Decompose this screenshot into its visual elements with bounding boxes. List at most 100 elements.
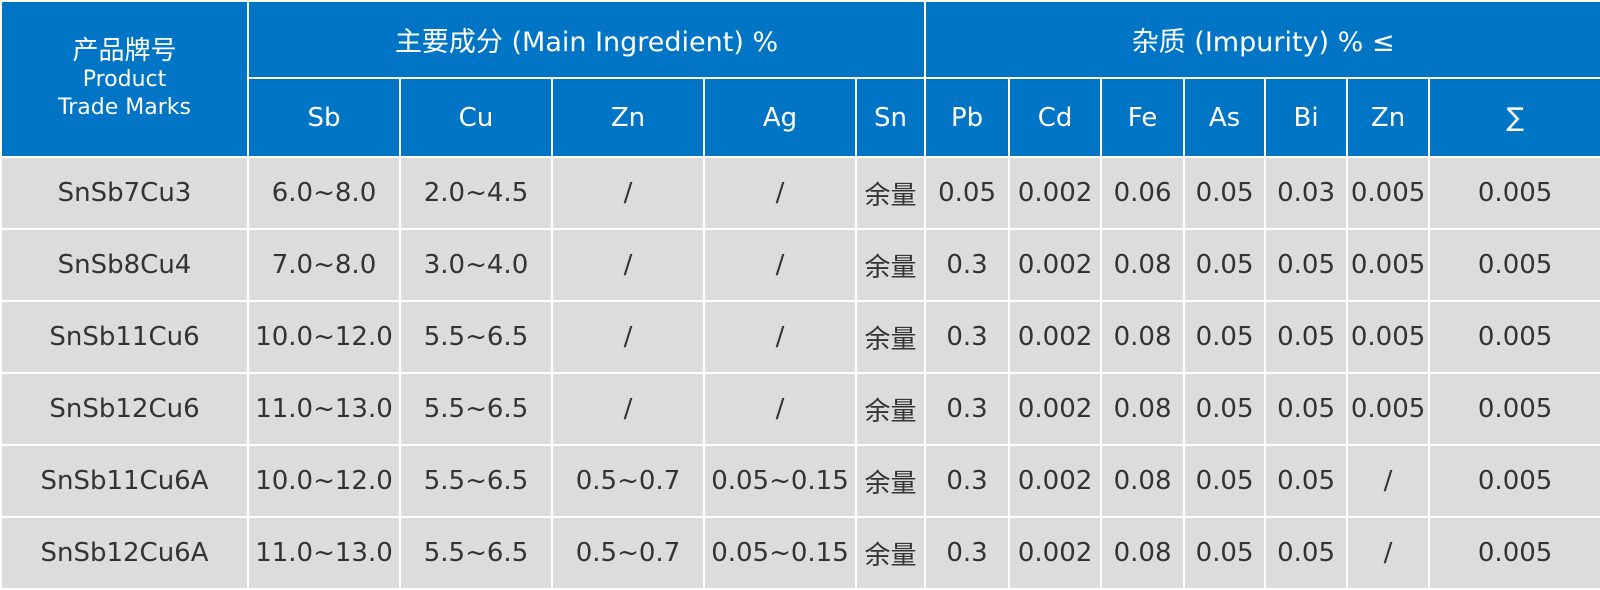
table-row: SnSb12Cu6 11.0~13.0 5.5~6.5// 余量 0.3 0.002 0.0… xyxy=(0,372,1600,446)
value-cell: 10.0~12.0 xyxy=(247,300,401,374)
impurity-header: 杂质 (Impurity) % ≤ xyxy=(924,0,1600,79)
value-cell: 0.005 xyxy=(1428,516,1600,590)
product-header-en2: Trade Marks xyxy=(58,94,191,120)
value-cell: 0.05 xyxy=(1264,444,1349,518)
value-cell: 0.05 xyxy=(1183,300,1267,374)
value-cell: 0.002 xyxy=(1008,300,1103,374)
value-cell: 0.002 xyxy=(1008,156,1103,230)
value-cell: 5.5~6.5 xyxy=(399,300,553,374)
product-cell: SnSb11Cu6A xyxy=(0,444,249,518)
value-cell: 5.5~6.5 xyxy=(399,516,553,590)
value-cell: / xyxy=(551,228,705,302)
value-cell: / xyxy=(551,372,705,446)
product-header: 产品牌号 Product Trade Marks xyxy=(0,0,249,158)
value-cell: 余量 xyxy=(854,444,927,518)
product-header-en1: Product xyxy=(82,66,167,92)
value-cell: / xyxy=(703,372,857,446)
value-cell: 余量 xyxy=(854,156,927,230)
value-cell: 0.005 xyxy=(1346,300,1431,374)
value-cell: 5.5~6.5 xyxy=(399,444,553,518)
value-cell: 10.0~12.0 xyxy=(247,444,401,518)
value-cell: 0.002 xyxy=(1008,372,1103,446)
value-cell: 0.3 xyxy=(924,444,1011,518)
value-cell: 0.05 xyxy=(1183,516,1267,590)
value-cell: 0.002 xyxy=(1008,444,1103,518)
table-row: SnSb12Cu6A 11.0~13.0 5.5~6.5 0.5~0.7 0.05~0.… xyxy=(0,516,1600,590)
value-cell: 0.002 xyxy=(1008,228,1103,302)
value-cell: 0.5~0.7 xyxy=(551,516,705,590)
value-cell: 0.06 xyxy=(1100,156,1186,230)
value-cell: 0.002 xyxy=(1008,516,1103,590)
value-cell: 0.3 xyxy=(924,228,1011,302)
value-cell: 余量 xyxy=(854,300,927,374)
value-cell: / xyxy=(703,156,857,230)
main-col-header: Zn xyxy=(551,77,705,158)
value-cell: 0.3 xyxy=(924,372,1011,446)
value-cell: 0.05 xyxy=(1183,372,1267,446)
value-cell: 0.05 xyxy=(1264,300,1349,374)
main-col-header: Sb xyxy=(247,77,401,158)
main-col-header: Ag xyxy=(703,77,857,158)
value-cell: 余量 xyxy=(854,516,927,590)
value-cell: 0.05~0.15 xyxy=(703,444,857,518)
value-cell: / xyxy=(703,300,857,374)
value-cell: / xyxy=(1346,516,1431,590)
value-cell: 0.05 xyxy=(1183,228,1267,302)
main-col-header: Sn xyxy=(854,77,927,158)
product-header-cn: 产品牌号 xyxy=(72,35,177,66)
value-cell: 0.05 xyxy=(924,156,1011,230)
product-cell: SnSb7Cu3 xyxy=(0,156,249,230)
value-cell: 0.5~0.7 xyxy=(551,444,705,518)
impurity-col-header: Bi xyxy=(1264,77,1349,158)
table-row: SnSb11Cu6A 10.0~12.0 5.5~6.5 0.5~0.7 0.05~0.… xyxy=(0,444,1600,518)
value-cell: 0.08 xyxy=(1100,300,1186,374)
main-ingredient-header: 主要成分 (Main Ingredient) % xyxy=(246,0,927,79)
impurity-col-header: Cd xyxy=(1008,77,1103,158)
value-cell: 0.08 xyxy=(1100,372,1186,446)
impurity-col-header: Zn xyxy=(1346,77,1431,158)
product-cell: SnSb8Cu4 xyxy=(0,228,249,302)
value-cell: 0.005 xyxy=(1346,156,1431,230)
value-cell: 11.0~13.0 xyxy=(247,516,401,590)
impurity-col-header: As xyxy=(1183,77,1267,158)
value-cell: 0.005 xyxy=(1428,156,1600,230)
impurity-col-header: ∑ xyxy=(1428,77,1600,158)
impurity-col-header: Fe xyxy=(1100,77,1186,158)
value-cell: 0.3 xyxy=(924,516,1011,590)
value-cell: 余量 xyxy=(854,372,927,446)
value-cell: 0.3 xyxy=(924,300,1011,374)
value-cell: 0.005 xyxy=(1346,372,1431,446)
value-cell: 0.005 xyxy=(1346,228,1431,302)
value-cell: 11.0~13.0 xyxy=(247,372,401,446)
value-cell: / xyxy=(551,300,705,374)
value-cell: 0.05 xyxy=(1183,444,1267,518)
value-cell: 0.05 xyxy=(1264,372,1349,446)
value-cell: 5.5~6.5 xyxy=(399,372,553,446)
value-cell: 0.08 xyxy=(1100,444,1186,518)
value-cell: 0.05 xyxy=(1264,516,1349,590)
value-cell: 0.005 xyxy=(1428,300,1600,374)
value-cell: 0.005 xyxy=(1428,372,1600,446)
value-cell: 0.05 xyxy=(1183,156,1267,230)
value-cell: 7.0~8.0 xyxy=(247,228,401,302)
value-cell: 2.0~4.5 xyxy=(399,156,553,230)
product-cell: SnSb12Cu6 xyxy=(0,372,249,446)
table-row: SnSb7Cu3 6.0~8.0 2.0~4.5// 余量 0.05 0.002 0.06 0… xyxy=(0,156,1600,230)
value-cell: 0.08 xyxy=(1100,228,1186,302)
value-cell: / xyxy=(703,228,857,302)
value-cell: 0.05~0.15 xyxy=(703,516,857,590)
table-row: SnSb11Cu6 10.0~12.0 5.5~6.5// 余量 0.3 0.002 0.0… xyxy=(0,300,1600,374)
value-cell: 6.0~8.0 xyxy=(247,156,401,230)
value-cell: 0.05 xyxy=(1264,228,1349,302)
value-cell: / xyxy=(551,156,705,230)
value-cell: 3.0~4.0 xyxy=(399,228,553,302)
product-cell: SnSb12Cu6A xyxy=(0,516,249,590)
value-cell: 0.005 xyxy=(1428,228,1600,302)
value-cell: 0.03 xyxy=(1264,156,1349,230)
product-cell: SnSb11Cu6 xyxy=(0,300,249,374)
value-cell: 0.005 xyxy=(1428,444,1600,518)
value-cell: 余量 xyxy=(854,228,927,302)
value-cell: / xyxy=(1346,444,1431,518)
main-col-header: Cu xyxy=(399,77,553,158)
